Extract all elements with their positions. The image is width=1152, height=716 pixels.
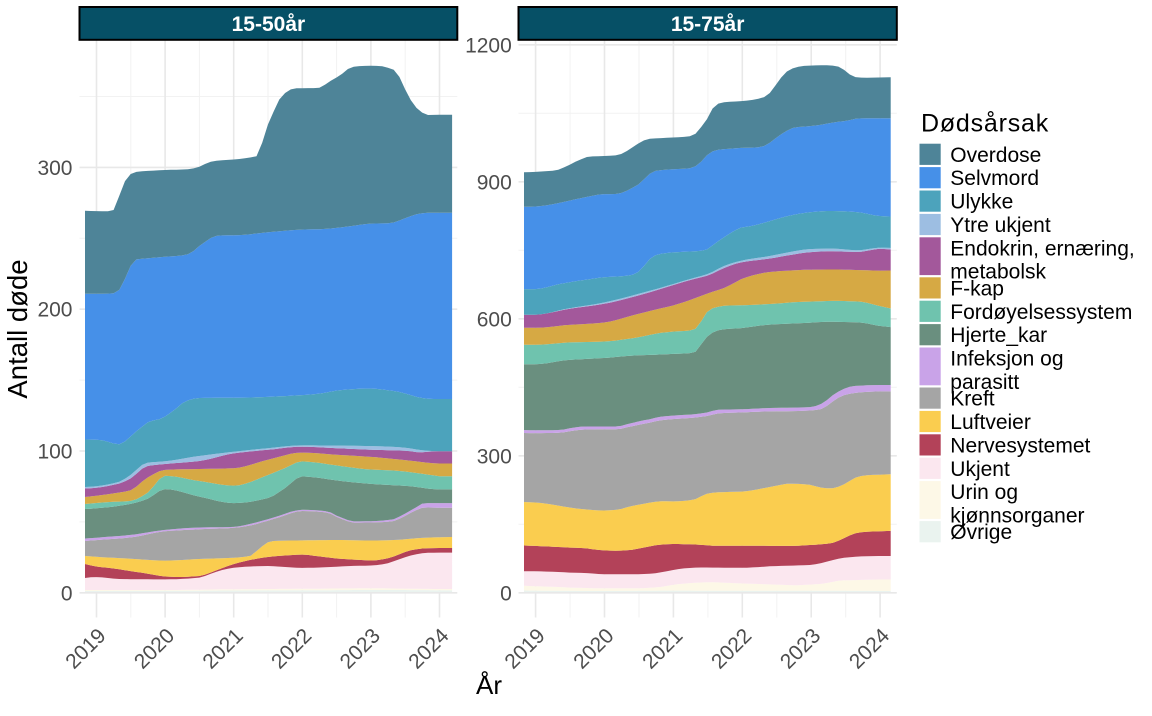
svg-text:100: 100 bbox=[37, 441, 72, 464]
svg-text:0: 0 bbox=[61, 582, 73, 605]
svg-text:15-75år: 15-75år bbox=[671, 13, 745, 36]
svg-text:300: 300 bbox=[477, 445, 512, 468]
svg-text:Nervesystemet: Nervesystemet bbox=[950, 434, 1090, 457]
svg-text:600: 600 bbox=[477, 308, 512, 331]
svg-text:parasitt: parasitt bbox=[950, 371, 1019, 394]
svg-text:1200: 1200 bbox=[465, 34, 512, 57]
svg-text:Ytre ukjent: Ytre ukjent bbox=[950, 214, 1051, 237]
svg-text:Overdose: Overdose bbox=[950, 144, 1041, 167]
svg-text:300: 300 bbox=[37, 157, 72, 180]
svg-text:Fordøyelsessystem: Fordøyelsessystem bbox=[950, 301, 1132, 324]
svg-text:Dødsårsak: Dødsårsak bbox=[921, 110, 1049, 138]
svg-text:900: 900 bbox=[477, 171, 512, 194]
svg-text:200: 200 bbox=[37, 299, 72, 322]
svg-text:Hjerte_kar: Hjerte_kar bbox=[950, 324, 1047, 347]
svg-text:Ukjent: Ukjent bbox=[950, 458, 1010, 481]
svg-text:Ulykke: Ulykke bbox=[950, 191, 1013, 214]
svg-text:År: År bbox=[476, 670, 502, 700]
svg-text:Antall døde: Antall døde bbox=[2, 259, 33, 398]
svg-text:Selvmord: Selvmord bbox=[950, 167, 1039, 190]
svg-text:kjønnsorganer: kjønnsorganer bbox=[950, 505, 1084, 528]
svg-text:metabolsk: metabolsk bbox=[950, 261, 1046, 284]
svg-text:Øvrige: Øvrige bbox=[950, 521, 1012, 544]
svg-text:15-50år: 15-50år bbox=[232, 13, 306, 36]
svg-text:Infeksjon og: Infeksjon og bbox=[950, 348, 1063, 371]
svg-text:0: 0 bbox=[500, 582, 512, 605]
svg-text:Urin og: Urin og bbox=[950, 481, 1018, 504]
svg-text:Luftveier: Luftveier bbox=[950, 411, 1031, 434]
svg-text:Endokrin, ernæring,: Endokrin, ernæring, bbox=[950, 237, 1134, 260]
svg-text:Kreft: Kreft bbox=[950, 388, 995, 411]
svg-text:F-kap: F-kap bbox=[950, 277, 1004, 300]
